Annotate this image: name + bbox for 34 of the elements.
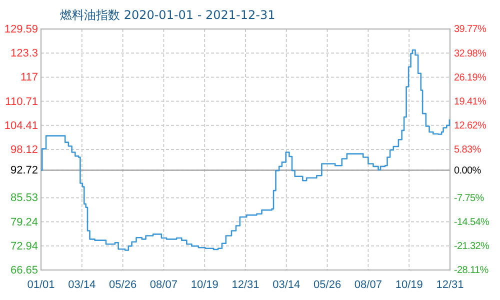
chart-title: 燃料油指数 2020-01-01 - 2021-12-31 <box>60 8 276 22</box>
y2-tick-label: -7.75% <box>454 192 484 204</box>
x-tick-label: 08/07 <box>354 278 382 291</box>
x-tick-label: 12/31 <box>436 278 464 291</box>
y-tick-label: 92.72 <box>10 164 38 177</box>
y2-tick-label: 19.41% <box>454 96 487 108</box>
y-tick-label: 72.94 <box>10 240 38 252</box>
y-tick-label: 66.65 <box>10 264 38 277</box>
y2-tick-label: 0.00% <box>454 165 482 176</box>
y2-tick-label: 12.62% <box>454 120 487 132</box>
y-tick-label: 79.24 <box>10 216 38 228</box>
y2-tick-label: 32.98% <box>454 48 487 60</box>
x-tick-label: 03/14 <box>272 278 300 291</box>
x-tick-label: 05/26 <box>109 278 137 291</box>
y-tick-label: 98.12 <box>10 144 38 156</box>
y-tick-label: 129.59 <box>4 24 38 36</box>
y-tick-label: 123.3 <box>10 48 38 60</box>
x-tick-label: 12/31 <box>232 278 260 291</box>
y2-tick-label: 39.77% <box>454 24 487 36</box>
x-tick-label: 08/07 <box>150 278 178 291</box>
y-tick-label: 117 <box>20 72 38 84</box>
y2-tick-label: 5.83% <box>454 144 482 156</box>
y2-tick-label: 26.19% <box>454 72 487 84</box>
x-tick-label: 10/19 <box>190 278 218 291</box>
y2-tick-label: -21.32% <box>454 241 490 252</box>
y2-tick-label: -14.54% <box>454 217 490 228</box>
y-tick-label: 110.71 <box>5 96 38 108</box>
x-tick-label: 05/26 <box>314 278 342 291</box>
x-tick-label: 10/19 <box>395 278 423 291</box>
x-tick-label: 03/14 <box>68 278 96 291</box>
y-tick-label: 104.41 <box>4 120 38 132</box>
y2-tick-label: -28.11% <box>454 265 489 276</box>
y-tick-label: 85.53 <box>10 192 38 204</box>
x-tick-label: 01/01 <box>27 278 55 291</box>
